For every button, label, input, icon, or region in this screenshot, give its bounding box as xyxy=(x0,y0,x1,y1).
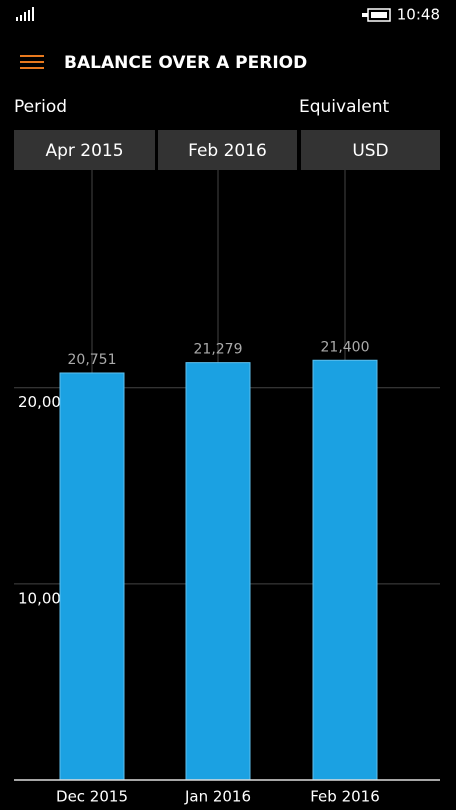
value-label: 20,751 xyxy=(68,352,117,368)
period-to-button[interactable] xyxy=(158,130,297,170)
value-label: 21,279 xyxy=(194,342,243,358)
menu-button[interactable] xyxy=(20,55,44,69)
equivalent-label: Equivalent xyxy=(299,97,389,117)
bar xyxy=(185,362,251,781)
currency-button[interactable] xyxy=(301,130,440,170)
period-from-button[interactable] xyxy=(14,130,155,170)
signal-icon xyxy=(16,7,34,21)
period-to[interactable]: Feb 2016 xyxy=(188,141,267,161)
x-tick-label: Jan 2016 xyxy=(184,788,251,806)
currency[interactable]: USD xyxy=(352,141,388,161)
bar xyxy=(312,359,378,781)
period-label: Period xyxy=(14,97,67,117)
bar xyxy=(59,372,125,781)
period-from[interactable]: Apr 2015 xyxy=(45,141,123,161)
y-tick-label: 20,000 xyxy=(18,393,71,411)
x-tick-label: Dec 2015 xyxy=(56,788,128,806)
y-tick-label: 10,000 xyxy=(18,589,71,607)
value-label: 21,400 xyxy=(321,339,370,355)
page-title: BALANCE OVER A PERIOD xyxy=(64,53,307,73)
x-tick-label: Feb 2016 xyxy=(310,788,380,806)
battery-icon xyxy=(362,8,391,22)
clock: 10:48 xyxy=(397,6,440,24)
chart: 10,000 20,000 20,751 Dec 2015 21,279 Jan 2016… xyxy=(14,170,440,806)
